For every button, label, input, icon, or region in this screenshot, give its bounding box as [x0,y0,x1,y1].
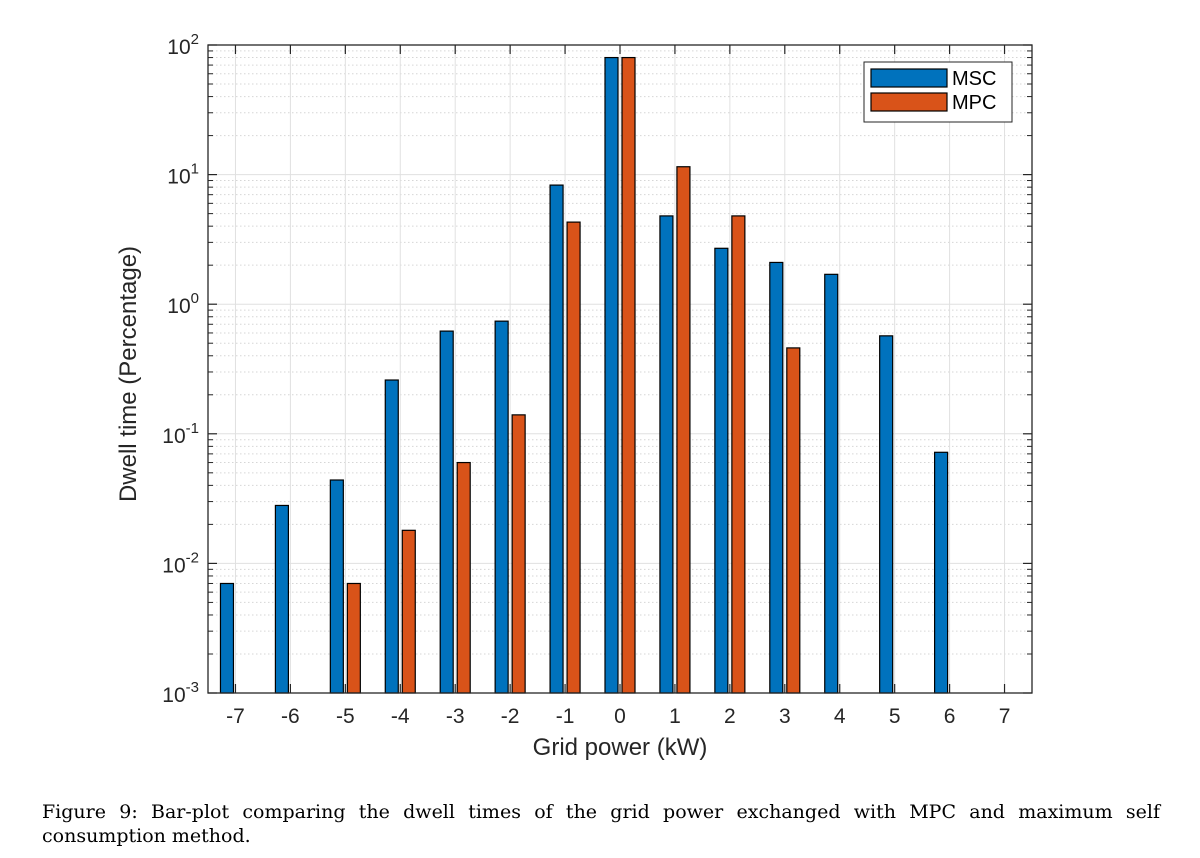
bars [219,56,949,694]
y-tick-label: 101 [167,161,199,189]
x-tick-label: 1 [669,705,681,728]
x-tick-label: 3 [779,705,791,728]
x-tick-label: -5 [336,705,355,728]
legend-swatch-mpc [870,92,948,112]
major-grid [208,44,1032,694]
bar-msc [824,273,839,694]
axis-ticks [208,44,1032,694]
x-tick-labels: -7 -6 -5 -4 -3 -2 -1 0 1 2 3 4 5 6 7 [226,705,1010,728]
bar-msc [714,247,729,694]
bar-mpc [401,529,416,694]
y-tick-label: 102 [167,31,199,59]
bar-msc [604,56,619,694]
bar-msc [439,330,454,694]
y-tick-label: 100 [167,290,199,318]
bar-mpc [676,166,691,694]
x-tick-label: -4 [391,705,410,728]
bar-mpc [731,215,746,694]
bar-mpc [456,461,471,694]
bar-msc [879,335,894,694]
bar-msc [219,582,235,694]
x-tick-label: -3 [446,705,465,728]
bar-mpc [566,221,581,694]
bar-mpc [786,347,801,694]
legend-label-msc: MSC [952,68,996,90]
x-tick-label: 7 [999,705,1011,728]
legend-swatch-msc [870,68,948,88]
x-tick-label: 0 [614,705,626,728]
bar-chart: -7 -6 -5 -4 -3 -2 -1 0 1 2 3 4 5 6 7 10-310-210-110010… [115,31,1033,761]
y-tick-labels: 10-3 10-2 10-1 100 101 102 [162,31,199,707]
bar-msc [494,320,509,694]
y-tick-label: 10-1 [162,420,199,448]
x-tick-label: -2 [501,705,520,728]
x-tick-label: 5 [889,705,901,728]
bar-msc [659,215,674,694]
bar-msc [769,261,784,694]
bar-mpc [621,56,636,694]
bar-msc [549,184,564,694]
bar-msc [384,379,399,694]
bar-mpc [346,582,361,694]
figure-caption: Figure 9: Bar-plot comparing the dwell t… [42,801,1160,847]
x-tick-label: -1 [556,705,575,728]
legend-label-mpc: MPC [952,92,996,114]
y-tick-label: 10-3 [162,679,199,707]
x-tick-label: 6 [944,705,956,728]
bar-msc [274,504,289,694]
y-tick-label: 10-2 [162,549,199,577]
x-tick-label: 4 [834,705,846,728]
x-axis-label: Grid power (kW) [533,734,708,761]
bar-mpc [511,414,526,694]
x-tick-label: -7 [226,705,245,728]
bar-msc [329,479,344,694]
x-tick-label: -6 [281,705,300,728]
y-axis-label: Dwell time (Percentage) [115,246,142,502]
x-tick-label: 2 [724,705,736,728]
bar-msc [933,451,949,694]
